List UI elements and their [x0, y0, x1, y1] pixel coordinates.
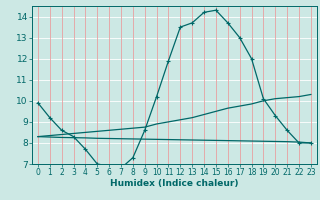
- X-axis label: Humidex (Indice chaleur): Humidex (Indice chaleur): [110, 179, 239, 188]
